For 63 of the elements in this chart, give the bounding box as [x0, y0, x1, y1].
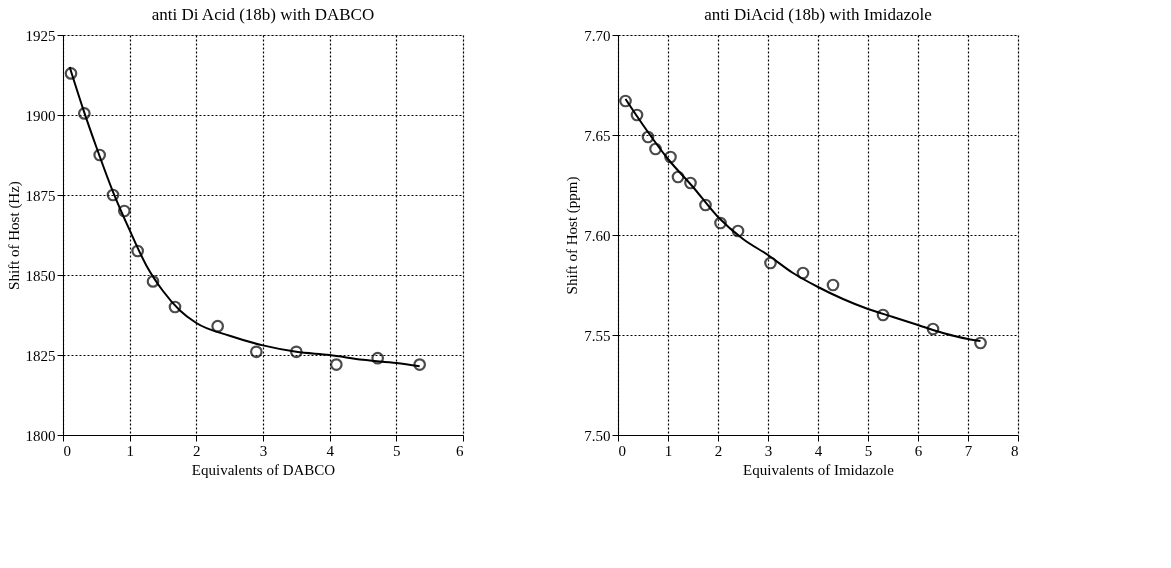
- x-tick-label: 7: [964, 442, 973, 459]
- y-tick-label: 1850: [25, 267, 56, 284]
- point: [630, 108, 644, 122]
- point: [329, 358, 343, 371]
- x-tick-label: 5: [393, 442, 401, 459]
- x-tick-label: 3: [259, 442, 268, 459]
- point: [826, 278, 840, 292]
- y-tick-label: 1825: [25, 347, 56, 364]
- chart-title: anti Di Acid (18b) with DABCO: [151, 5, 375, 24]
- point: [699, 198, 712, 212]
- y-axis-title: Shift of Host (Hz): [5, 181, 23, 290]
- point: [413, 358, 427, 371]
- x-tick-label: 4: [814, 442, 823, 459]
- x-tick-label: 4: [326, 442, 335, 459]
- y-tick-label: 1875: [25, 187, 56, 204]
- point: [371, 351, 385, 365]
- point: [249, 345, 263, 359]
- point: [168, 300, 182, 314]
- point: [796, 266, 810, 280]
- x-tick-label: 6: [456, 442, 464, 459]
- y-axis-title: Shift of Host (ppm): [564, 176, 582, 295]
- x-tick-label: 0: [618, 442, 626, 459]
- point: [731, 224, 745, 238]
- point: [146, 275, 160, 288]
- x-tick-label: 0: [63, 442, 71, 459]
- point: [131, 244, 145, 258]
- x-tick-label: 8: [1011, 442, 1019, 459]
- y-tick-label: 7.60: [584, 227, 611, 244]
- y-tick-label: 1900: [25, 107, 56, 124]
- y-tick-label: 7.55: [584, 327, 611, 344]
- point: [211, 319, 225, 333]
- x-axis-title: Equivalents of DABCO: [191, 461, 336, 478]
- x-tick-label: 2: [193, 442, 201, 459]
- y-tick-label: 7.70: [584, 27, 611, 44]
- point: [671, 170, 685, 184]
- chart-title: anti DiAcid (18b) with Imidazole: [704, 5, 932, 24]
- x-axis-title: Equivalents of Imidazole: [743, 461, 895, 478]
- point: [926, 322, 940, 336]
- point: [93, 148, 107, 162]
- point: [876, 308, 890, 322]
- x-tick-label: 6: [914, 442, 923, 459]
- point: [117, 204, 131, 218]
- point: [77, 107, 91, 120]
- y-tick-label: 1925: [25, 27, 56, 44]
- x-tick-label: 2: [714, 442, 723, 459]
- y-tick-label: 7.50: [584, 427, 611, 444]
- point: [106, 188, 120, 202]
- point: [641, 130, 655, 144]
- point: [664, 150, 677, 164]
- point: [619, 94, 632, 108]
- y-tick-label: 7.65: [584, 127, 611, 144]
- point: [764, 256, 777, 270]
- point: [649, 142, 662, 156]
- point: [714, 216, 727, 230]
- x-tick-label: 3: [764, 442, 773, 459]
- y-tick-label: 1800: [25, 427, 56, 444]
- point: [64, 67, 78, 80]
- point: [684, 176, 697, 190]
- point: [289, 345, 303, 359]
- x-tick-label: 1: [664, 442, 673, 459]
- x-tick-label: 5: [864, 442, 873, 459]
- point: [974, 336, 987, 350]
- x-tick-label: 1: [126, 442, 134, 459]
